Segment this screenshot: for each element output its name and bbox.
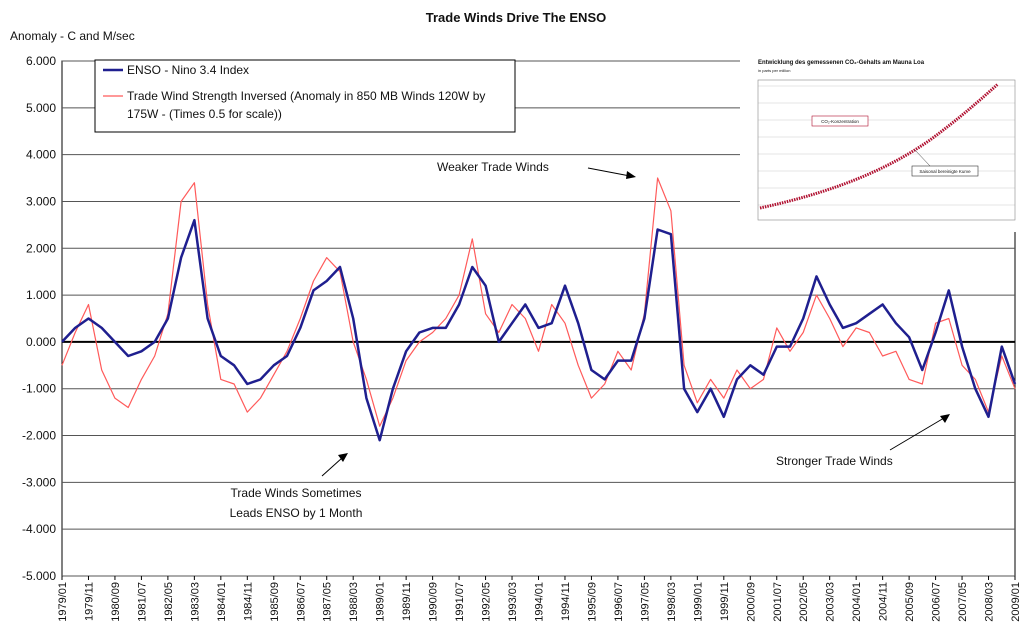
x-tick-label: 1992/05 [481, 582, 493, 622]
x-tick-label: 1993/03 [507, 582, 519, 622]
inset-title: Entwicklung des gemessenen CO₂-Gehalts a… [758, 60, 925, 66]
x-tick-label: 1984/01 [216, 582, 228, 622]
arrow [587, 167, 631, 177]
y-tick-label: 4.000 [26, 148, 56, 162]
y-tick-label: -3.000 [22, 475, 56, 489]
x-tick-label: 1979/01 [57, 582, 69, 622]
legend-label-line: Trade Wind Strength Inversed (Anomaly in… [127, 89, 485, 103]
inset-frame [757, 79, 1016, 221]
x-tick-label: 1991/07 [454, 582, 466, 622]
x-tick-label: 2001/07 [772, 582, 784, 622]
x-tick-label: 2009/01 [1010, 582, 1022, 622]
inset-grid [758, 85, 1015, 206]
inset-subtitle: in parts per million [758, 68, 790, 73]
y-tick-label: -2.000 [22, 429, 56, 443]
arrow [889, 417, 945, 451]
x-tick-label: 1999/11 [719, 582, 731, 621]
series-line [61, 218, 1017, 442]
y-tick-label: 6.000 [26, 54, 56, 68]
legend-label: ENSO - Nino 3.4 Index [127, 63, 249, 77]
y-axis-label: Anomaly - C and M/sec [10, 29, 135, 43]
inset-label-box [911, 165, 979, 177]
arrow [321, 457, 343, 477]
y-tick-label: -5.000 [22, 569, 56, 583]
inset-label: CO₂-Konzentration [821, 119, 859, 124]
x-tick-label: 1998/03 [666, 582, 678, 622]
x-tick-label: 1994/11 [560, 582, 572, 621]
x-tick-label: 2003/03 [825, 582, 837, 622]
x-tick-label: 1981/07 [136, 582, 148, 622]
x-tick-label: 2006/07 [931, 582, 943, 622]
x-tick-label: 2005/09 [904, 582, 916, 622]
x-tick-label: 1982/05 [163, 582, 175, 622]
y-tick-label: 3.000 [26, 194, 56, 208]
y-tick-label: 1.000 [26, 288, 56, 302]
x-tick-label: 2000/09 [745, 582, 757, 622]
x-tick-label: 1997/05 [639, 582, 651, 622]
inset-label-box [811, 115, 869, 127]
x-tick-label: 1988/03 [348, 582, 360, 622]
x-tick-label: 2004/01 [851, 582, 863, 622]
x-tick-label: 2008/03 [984, 582, 996, 622]
y-tick-label: -4.000 [22, 522, 56, 536]
x-tick-label: 2002/05 [798, 582, 810, 622]
x-tick-label: 1986/07 [295, 582, 307, 622]
annotation: Leads ENSO by 1 Month [230, 506, 363, 520]
x-tick-label: 1995/09 [586, 582, 598, 622]
y-tick-label: -1.000 [22, 382, 56, 396]
x-tick-label: 1989/11 [401, 582, 413, 621]
y-tick-label: 5.000 [26, 101, 56, 115]
x-tick-label: 1979/11 [83, 582, 95, 621]
series-line [61, 177, 1016, 427]
arrow-head [940, 414, 950, 423]
x-tick-label: 1989/01 [375, 582, 387, 622]
x-tick-label: 1980/09 [110, 582, 122, 622]
x-tick-label: 1999/01 [692, 582, 704, 622]
legend-box [94, 59, 516, 133]
annotation: Stronger Trade Winds [776, 454, 893, 468]
annotation: Trade Winds Sometimes [231, 486, 362, 500]
legend-label-line: 175W - (Times 0.5 for scale)) [127, 107, 282, 121]
annotation: Weaker Trade Winds [437, 160, 549, 174]
x-tick-label: 1984/11 [242, 582, 254, 621]
inset: Entwicklung des gemessenen CO₂-Gehalts a… [740, 52, 1025, 232]
arrow-head [626, 171, 636, 179]
x-tick-label: 1983/03 [189, 582, 201, 622]
x-tick-label: 1985/09 [269, 582, 281, 622]
legend-label: Trade Wind Strength Inversed (Anomaly in… [127, 89, 485, 121]
x-tick-label: 2004/11 [878, 582, 890, 621]
x-tick-label: 1990/09 [428, 582, 440, 622]
y-tick-label: 0.000 [26, 335, 56, 349]
inset-pointer [914, 149, 931, 167]
chart-title: Trade Winds Drive The ENSO [426, 10, 606, 25]
arrow-head [338, 453, 348, 462]
x-tick-label: 2007/05 [957, 582, 969, 622]
x-tick-label: 1994/01 [534, 582, 546, 622]
inset-curve [759, 82, 999, 210]
inset-label: Saisonal bereinigte Kurve [919, 169, 971, 174]
x-tick-label: 1996/07 [613, 582, 625, 622]
y-tick-label: 2.000 [26, 241, 56, 255]
x-tick-label: 1987/05 [322, 582, 334, 622]
